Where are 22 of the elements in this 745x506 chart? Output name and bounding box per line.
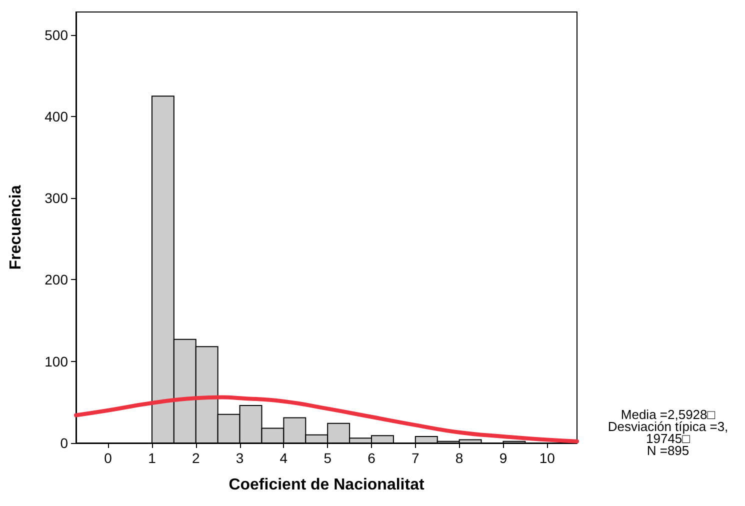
x-tick-label: 0: [104, 450, 112, 466]
y-tick-label: 0: [60, 435, 68, 451]
y-tick-label: 500: [44, 26, 68, 43]
x-tick-label: 10: [539, 450, 556, 466]
x-axis-title: Coeficient de Nacionalitat: [228, 476, 425, 494]
x-tick-label: 3: [236, 450, 244, 466]
y-tick-label: 300: [44, 190, 68, 206]
x-tick-label: 4: [280, 450, 288, 466]
y-axis-title: Frecuencia: [8, 185, 24, 270]
x-tick-label: 9: [499, 450, 508, 466]
x-tick-label: 8: [455, 450, 464, 466]
text: N =895: [646, 443, 690, 458]
x-tick-label: 7: [412, 450, 420, 466]
y-tick-label: 200: [44, 272, 68, 288]
x-tick-label: 5: [324, 450, 332, 466]
text: Desviación típica =3,: [608, 419, 728, 434]
x-tick-label: 1: [148, 450, 156, 466]
y-tick-label: 400: [44, 108, 68, 124]
text: Media =2,5928□: [620, 407, 716, 422]
x-tick-label: 6: [368, 450, 376, 466]
y-tick-label: 100: [44, 353, 68, 370]
x-tick-label: 2: [192, 450, 200, 466]
